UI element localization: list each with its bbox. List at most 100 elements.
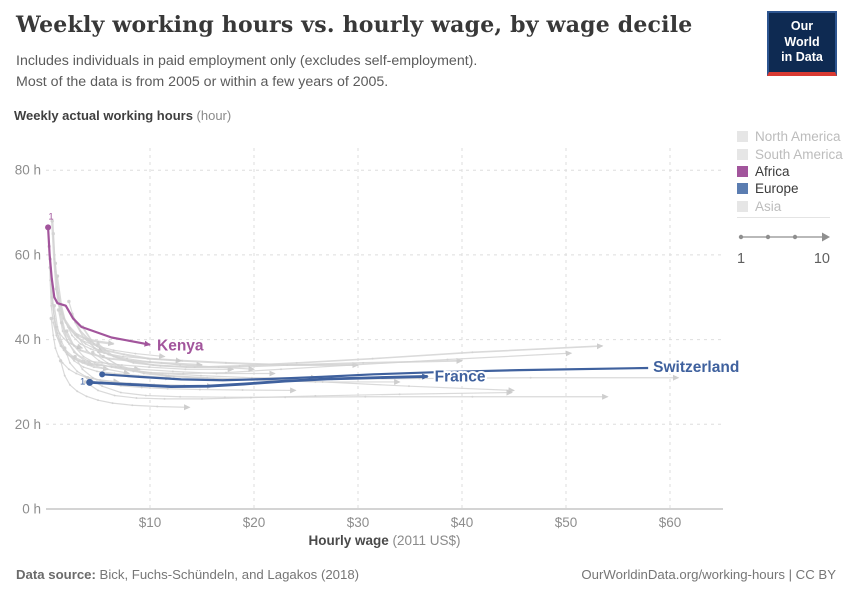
y-tick-label: 40 h [15, 332, 41, 347]
decile-scale-labels: 1 10 [737, 251, 830, 267]
background-series-dot [113, 372, 116, 375]
background-series-dot [55, 325, 58, 328]
data-source[interactable]: Data source: Bick, Fuchs-Schündeln, and … [16, 567, 359, 582]
background-series-dot [111, 402, 114, 405]
background-series-dot [58, 304, 61, 307]
background-series-dot [250, 376, 253, 379]
background-series-dot [76, 336, 79, 339]
legend-swatch-europe [737, 183, 748, 195]
series-line-france[interactable] [89, 373, 429, 389]
background-series-dot [85, 349, 88, 352]
background-series-dot [51, 302, 54, 305]
chart-subtitle: Includes individuals in paid employment … [16, 51, 730, 92]
background-series-dot [62, 337, 65, 340]
background-series-dot [84, 342, 87, 345]
background-series-dot [75, 333, 78, 336]
grid-layer: $10 $20 $30 $40 $50 $60 0 h 20 h 40 h 60 h 80 h [15, 148, 723, 530]
legend-item-north-america[interactable]: North America [737, 128, 843, 145]
legend-swatch-north-america [737, 131, 748, 143]
legend-swatch-africa [737, 165, 748, 177]
background-series-dot [134, 352, 137, 355]
x-axis-title-unit: (2011 US$) [388, 533, 461, 548]
background-series-line [56, 275, 183, 364]
background-series-dot [52, 321, 55, 324]
x-axis-title: Hourly wage (2011 US$) [46, 533, 723, 548]
owid-logo[interactable]: Our World in Data [767, 11, 837, 76]
background-series-dot [106, 368, 109, 371]
subtitle-line-1: Includes individuals in paid employment … [16, 53, 478, 69]
legend-item-africa[interactable]: Africa [737, 163, 843, 180]
background-series-dot [132, 361, 135, 364]
background-series-dot [68, 361, 71, 364]
background-series-start-dot [65, 329, 69, 333]
background-series-dot [193, 366, 196, 369]
background-series-line [66, 330, 318, 381]
owid-credit-link[interactable]: OurWorldinData.org/working-hours | CC BY [581, 567, 836, 582]
background-series-start-dot [73, 354, 77, 359]
owid-logo-line1: Our World [784, 19, 820, 49]
legend-item-south-america[interactable]: South America [737, 145, 843, 162]
background-series-dot [91, 376, 94, 379]
background-series-dot [184, 368, 187, 371]
x-tick-label: $40 [451, 515, 474, 530]
background-series-dot [112, 349, 115, 352]
background-series-dot [163, 397, 166, 400]
series-line-kenya[interactable] [46, 227, 151, 347]
background-series-dot [61, 330, 64, 333]
background-series-dot [95, 370, 98, 373]
x-tick-label: $10 [139, 515, 162, 530]
background-series-dot [62, 317, 65, 320]
decile-scale: 1 10 [737, 217, 832, 267]
background-series-dot [131, 404, 134, 407]
background-series-dot [149, 361, 151, 364]
series-start-dot-france [86, 378, 94, 386]
background-series-dot [82, 366, 85, 369]
background-series-dot [56, 332, 59, 335]
background-series-dot [54, 347, 57, 350]
background-series-line [85, 381, 513, 400]
background-series-dot [159, 364, 162, 367]
background-series-start-dot [56, 308, 61, 312]
background-series-dot [351, 364, 354, 367]
background-series-start-dot [67, 299, 71, 304]
legend-label: South America [755, 146, 843, 162]
background-series-dot [99, 353, 102, 356]
background-series-dot [55, 285, 58, 288]
background-series-dot [95, 364, 98, 367]
background-series-dot [71, 334, 73, 337]
background-series-start-dot [52, 304, 57, 308]
series-label-kenya[interactable]: Kenya [155, 336, 206, 357]
x-tick-label: $20 [243, 515, 266, 530]
decile-arrow-icon [822, 232, 830, 242]
background-series-start-dot [101, 354, 105, 359]
series-label-france[interactable]: France [433, 366, 488, 387]
background-series-dot [171, 370, 174, 373]
background-series-dot [82, 355, 85, 358]
background-series-line [92, 350, 573, 375]
legend-item-europe[interactable]: Europe [737, 180, 843, 197]
background-series-dot [238, 364, 241, 367]
background-series-dot [126, 357, 129, 360]
background-series-line [49, 259, 84, 350]
background-series-dot [286, 364, 289, 367]
legend-label: Europe [755, 181, 799, 197]
background-series-dot [73, 357, 76, 360]
legend-item-asia[interactable]: Asia [737, 198, 843, 215]
background-series-line [59, 360, 191, 411]
background-series-dot [217, 366, 220, 369]
background-series-start-dot [59, 320, 64, 325]
background-series-start-dot [63, 346, 67, 350]
background-series-dot [199, 374, 202, 377]
background-series-dot [150, 371, 153, 374]
background-series-dot [181, 359, 184, 362]
background-series-line [68, 301, 255, 372]
series-label-switzerland[interactable]: Switzerland [651, 357, 741, 378]
background-series-dot [224, 371, 227, 374]
series-start-dot-switzerland [99, 371, 106, 378]
background-series-dot [147, 366, 150, 369]
background-series-dot [97, 389, 99, 392]
background-series-dot [144, 394, 147, 397]
decile-end-label: 10 [813, 251, 830, 267]
series-line-switzerland[interactable] [102, 366, 649, 382]
